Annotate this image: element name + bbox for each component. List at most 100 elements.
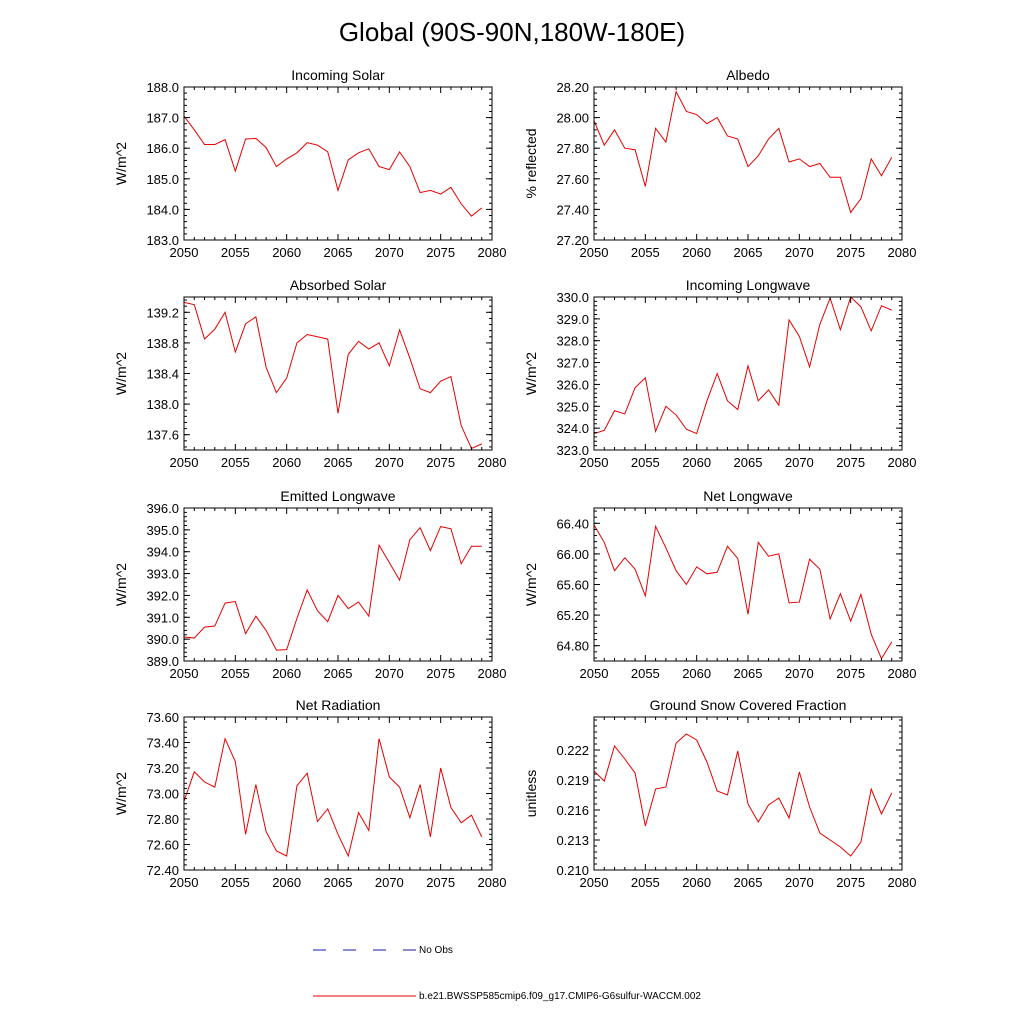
y-tick-label: 183.0	[146, 233, 179, 248]
x-tick-label: 2055	[631, 245, 660, 260]
x-tick-label: 2080	[478, 245, 507, 260]
y-tick-label: 327.0	[556, 356, 589, 371]
plot-frame	[183, 86, 493, 241]
y-tick-label: 65.60	[556, 578, 589, 593]
panel-incoming-solar: Incoming Solar W/m^2 2050 2055 2060 2065 2070 2…	[113, 67, 506, 260]
x-tick-label: 2075	[836, 455, 865, 470]
plot-frame	[183, 296, 493, 451]
x-tick-label: 2060	[682, 875, 711, 890]
x-tick-label: 2055	[631, 666, 660, 681]
y-tick-label: 0.219	[556, 773, 589, 788]
x-tick-label: 2070	[375, 245, 404, 260]
x-tick-label: 2060	[682, 455, 711, 470]
y-tick-label: 72.60	[146, 838, 179, 853]
y-tick-label: 66.00	[556, 547, 589, 562]
y-tick-label: 27.20	[556, 233, 589, 248]
x-tick-label: 2050	[170, 455, 199, 470]
y-tick-label: 137.6	[146, 428, 179, 443]
plot-frame	[593, 86, 903, 241]
y-tick-label: 138.8	[146, 336, 179, 351]
panel-title: Albedo	[726, 67, 770, 83]
series-line	[183, 301, 482, 450]
x-tick-label: 2080	[478, 666, 507, 681]
x-tick-label: 2080	[888, 666, 917, 681]
y-tick-label: 330.0	[556, 290, 589, 305]
y-axis-label: unitless	[523, 770, 539, 817]
series-line	[183, 737, 483, 858]
y-axis-label: W/m^2	[523, 352, 539, 395]
x-tick-label: 2060	[682, 245, 711, 260]
y-tick-label: 65.20	[556, 608, 589, 623]
x-tick-label: 2055	[631, 455, 660, 470]
y-axis-label: W/m^2	[113, 563, 129, 606]
x-tick-label: 2050	[580, 666, 609, 681]
y-tick-label: 139.2	[146, 305, 179, 320]
y-tick-label: 391.0	[146, 610, 179, 625]
y-tick-label: 188.0	[146, 80, 179, 95]
x-tick-label: 2070	[375, 455, 404, 470]
y-tick-label: 27.60	[556, 172, 589, 187]
series-line	[593, 524, 893, 660]
series-line	[593, 90, 893, 214]
y-tick-label: 325.0	[556, 399, 589, 414]
panel-title: Absorbed Solar	[290, 277, 387, 293]
x-tick-label: 2055	[631, 875, 660, 890]
x-tick-label: 2050	[580, 245, 609, 260]
panel-title: Emitted Longwave	[280, 488, 395, 504]
series-line	[183, 115, 483, 217]
legend-obs-label: No Obs	[419, 945, 453, 956]
x-tick-label: 2075	[426, 245, 455, 260]
x-tick-label: 2055	[221, 875, 250, 890]
y-tick-label: 186.0	[146, 141, 179, 156]
series-line	[183, 526, 482, 651]
x-tick-label: 2055	[221, 245, 250, 260]
y-tick-label: 393.0	[146, 567, 179, 582]
y-tick-label: 0.210	[556, 863, 589, 878]
panel-net-longwave: Net Longwave W/m^2 2050 2055 2060 2065 2070 207…	[523, 488, 916, 681]
x-tick-label: 2075	[836, 245, 865, 260]
x-tick-label: 2060	[272, 245, 301, 260]
y-tick-label: 73.60	[146, 710, 179, 725]
y-tick-label: 28.20	[556, 80, 589, 95]
x-tick-label: 2050	[170, 245, 199, 260]
y-tick-label: 138.0	[146, 397, 179, 412]
y-tick-label: 187.0	[146, 111, 179, 126]
plot-frame	[183, 716, 493, 871]
plot-frame	[593, 296, 903, 451]
panel-albedo: Albedo % reflected 2050 2055 2060 2065 2070 207…	[523, 67, 916, 260]
x-tick-label: 2075	[836, 875, 865, 890]
y-tick-label: 66.40	[556, 516, 589, 531]
y-tick-label: 73.00	[146, 787, 179, 802]
legend-model-label: b.e21.BWSSP585cmip6.f09_g17.CMIP6-G6sulf…	[419, 991, 701, 1002]
y-tick-label: 392.0	[146, 588, 179, 603]
panel-title: Ground Snow Covered Fraction	[650, 697, 847, 713]
panel-ground-snow-covered-fraction: Ground Snow Covered Fraction unitless 2050…	[523, 697, 916, 890]
y-tick-label: 184.0	[146, 202, 179, 217]
x-tick-label: 2080	[888, 245, 917, 260]
x-tick-label: 2060	[682, 666, 711, 681]
panel-absorbed-solar: Absorbed Solar W/m^2 2050 2055 2060 2065 2070 2…	[113, 277, 506, 470]
y-tick-label: 64.80	[556, 639, 589, 654]
x-tick-label: 2060	[272, 455, 301, 470]
x-tick-label: 2065	[734, 455, 763, 470]
y-tick-label: 0.216	[556, 803, 589, 818]
panel-emitted-longwave: Emitted Longwave W/m^2 2050 2055 2060 2065 207…	[113, 488, 506, 681]
x-tick-label: 2075	[426, 455, 455, 470]
x-tick-label: 2065	[734, 875, 763, 890]
x-tick-label: 2060	[272, 666, 301, 681]
panel-net-radiation: Net Radiation W/m^2 2050 2055 2060 2065 2070 20…	[113, 697, 506, 890]
x-tick-label: 2065	[734, 666, 763, 681]
chart-panels: Incoming Solar W/m^2 2050 2055 2060 2065 2070 2…	[113, 67, 916, 890]
y-tick-label: 390.0	[146, 632, 179, 647]
x-tick-label: 2080	[478, 875, 507, 890]
x-tick-label: 2075	[426, 666, 455, 681]
y-tick-label: 328.0	[556, 334, 589, 349]
y-tick-label: 324.0	[556, 421, 589, 436]
y-tick-label: 73.40	[146, 736, 179, 751]
y-tick-label: 395.0	[146, 523, 179, 538]
x-tick-label: 2050	[170, 666, 199, 681]
y-tick-label: 329.0	[556, 312, 589, 327]
y-tick-label: 326.0	[556, 377, 589, 392]
y-tick-label: 138.4	[146, 367, 179, 382]
